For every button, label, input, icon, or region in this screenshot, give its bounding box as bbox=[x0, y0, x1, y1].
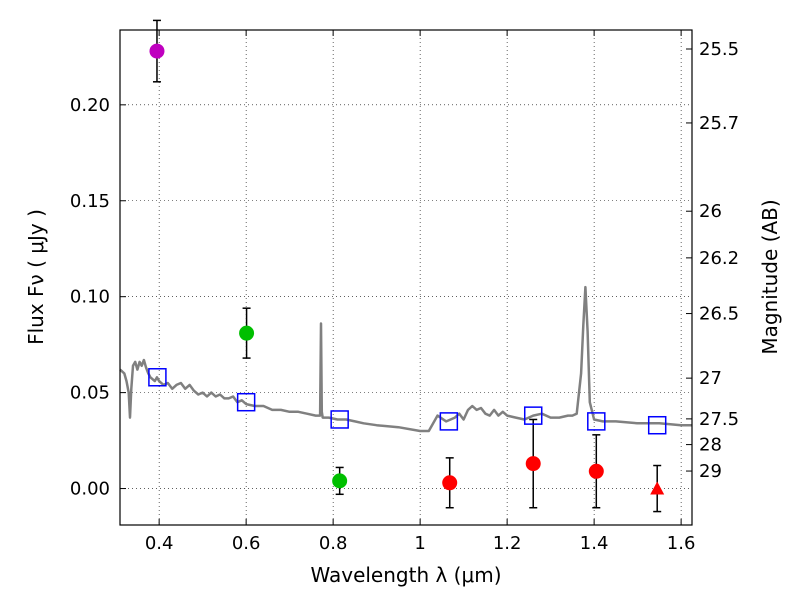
data-point bbox=[525, 456, 541, 472]
y-tick-label: 0.05 bbox=[70, 383, 110, 404]
y2-axis-label: Magnitude (AB) bbox=[758, 199, 782, 354]
mag-tick-label: 27 bbox=[699, 368, 722, 389]
x-tick-label: 1.4 bbox=[580, 533, 609, 554]
model-photometry-square bbox=[439, 412, 459, 431]
ticks-layer: 0.4 0.6 0.8 1 1.2 1.4 1.6 0.00 0.05 0.10 0.15 0.20 2… bbox=[70, 30, 739, 554]
model-photometry-square bbox=[236, 392, 256, 412]
x-tick-label: 1.2 bbox=[493, 533, 522, 554]
mag-tick-label: 28 bbox=[699, 435, 722, 456]
x-axis-label: Wavelength λ (μm) bbox=[310, 563, 501, 587]
y-tick-label: 0.00 bbox=[70, 479, 110, 500]
model-photometry-square bbox=[148, 368, 167, 387]
data-point bbox=[588, 463, 604, 479]
mag-tick-label: 26.5 bbox=[699, 304, 739, 325]
mag-tick-label: 27.5 bbox=[699, 409, 739, 430]
data-point bbox=[149, 43, 165, 59]
y-tick-label: 0.20 bbox=[70, 95, 110, 116]
x-tick-label: 0.8 bbox=[319, 533, 348, 554]
model-photometry-square bbox=[330, 410, 349, 429]
x-tick-label: 1 bbox=[414, 533, 425, 554]
x-tick-label: 0.4 bbox=[145, 533, 174, 554]
y-tick-label: 0.10 bbox=[70, 287, 110, 308]
mag-tick-label: 26.2 bbox=[699, 248, 739, 269]
mag-tick-label: 25.5 bbox=[699, 39, 739, 60]
data-point bbox=[332, 473, 348, 489]
data-point bbox=[239, 325, 255, 341]
model-photometry-square bbox=[647, 415, 667, 435]
upper-limit-marker bbox=[650, 481, 665, 495]
mag-tick-label: 29 bbox=[699, 461, 722, 482]
model-photometry-square bbox=[587, 412, 606, 431]
model-photometry-square bbox=[523, 406, 543, 425]
model-spectrum-line bbox=[119, 285, 692, 433]
y-axis-label: Flux Fν ( μJy ) bbox=[24, 209, 48, 345]
plot-frame bbox=[119, 29, 693, 526]
y-tick-label: 0.15 bbox=[70, 191, 110, 212]
x-tick-label: 0.6 bbox=[232, 533, 261, 554]
x-tick-label: 1.6 bbox=[667, 533, 696, 554]
mag-tick-label: 25.7 bbox=[699, 113, 739, 134]
data-point bbox=[442, 475, 458, 491]
model-spectrum-layer bbox=[119, 285, 692, 433]
data-points-layer bbox=[148, 19, 667, 513]
mag-tick-label: 26 bbox=[699, 201, 722, 222]
